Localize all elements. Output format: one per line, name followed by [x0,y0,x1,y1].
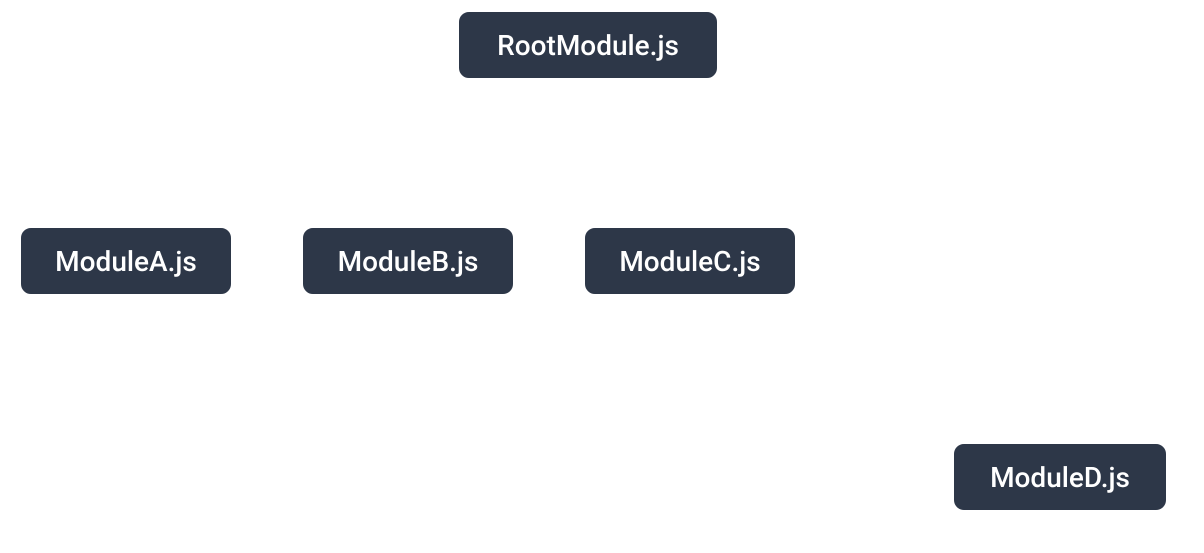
node-label: RootModule.js [497,29,679,62]
edge-label-text: imports [624,138,707,166]
node-module-d: ModuleD.js [952,442,1168,512]
node-label: ModuleA.js [55,245,197,278]
node-module-b: ModuleB.js [301,226,515,296]
node-module-c: ModuleC.js [583,226,797,296]
edge-label-c-d: imports [862,354,945,382]
edge-label-text: imports [862,354,945,382]
node-label: ModuleC.js [619,245,760,278]
node-root: RootModule.js [457,10,719,80]
node-module-a: ModuleA.js [19,226,233,296]
edge-label-root-a: imports [174,138,257,166]
node-label: ModuleD.js [990,461,1130,494]
node-label: ModuleB.js [338,245,479,278]
edge-label-root-c: imports [624,138,707,166]
edge-label-text: imports [174,138,257,166]
